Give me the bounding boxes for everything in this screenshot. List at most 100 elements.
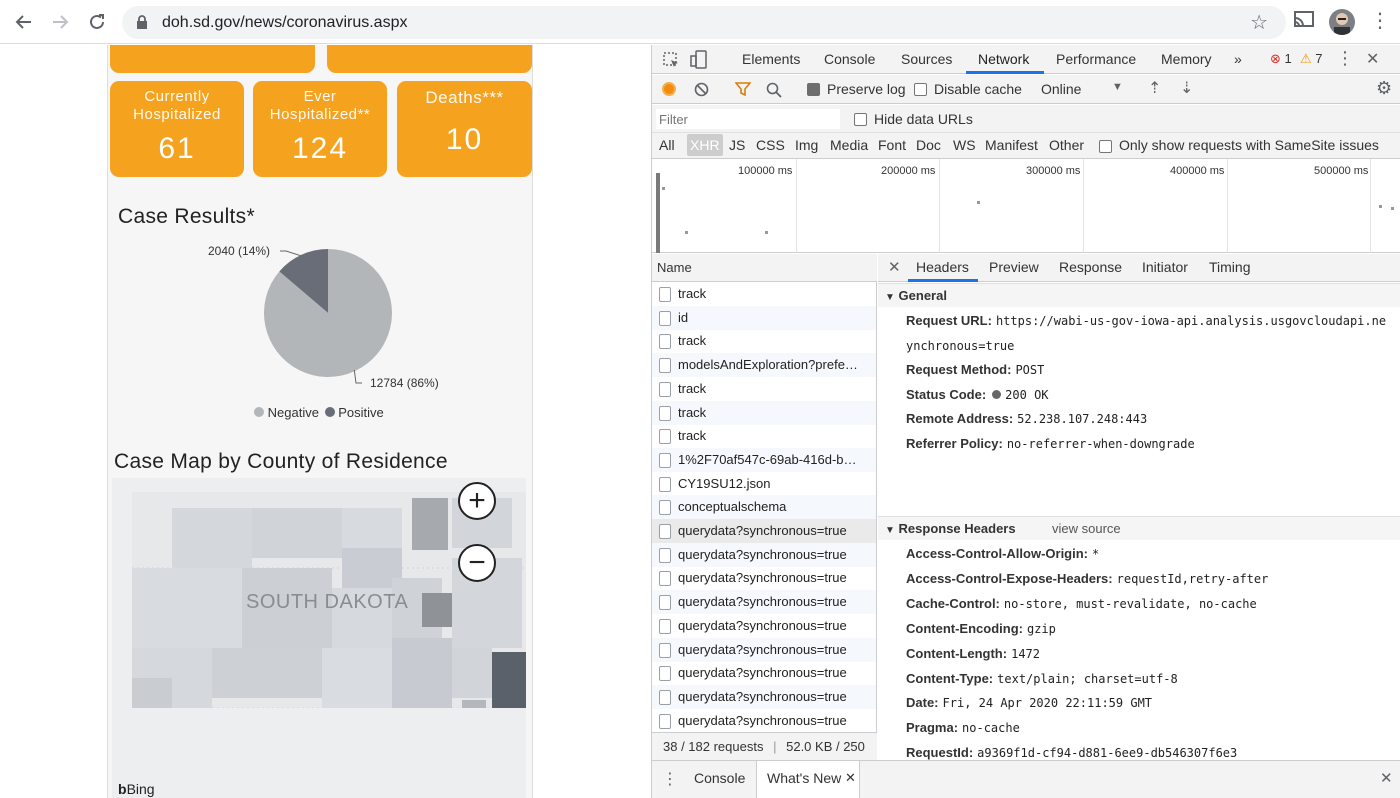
- tab-sources[interactable]: Sources: [901, 51, 953, 67]
- request-row[interactable]: track: [652, 424, 876, 448]
- clear-icon[interactable]: [694, 82, 709, 97]
- samesite-checkbox[interactable]: [1099, 140, 1112, 153]
- response-headers-section-header[interactable]: ▼ Response Headers view source: [878, 516, 1400, 540]
- type-css[interactable]: CSS: [756, 137, 785, 153]
- network-overview-timeline[interactable]: 100000 ms 200000 ms 300000 ms 400000 ms …: [652, 159, 1400, 253]
- request-row[interactable]: track: [652, 377, 876, 401]
- hide-data-urls-checkbox[interactable]: [854, 113, 867, 126]
- type-other[interactable]: Other: [1049, 137, 1085, 153]
- request-name: track: [678, 286, 707, 301]
- type-doc[interactable]: Doc: [916, 137, 941, 153]
- request-row[interactable]: track: [652, 282, 876, 306]
- drawer-menu-icon[interactable]: ⋮: [662, 771, 678, 788]
- bookmark-star-icon[interactable]: ☆: [1250, 12, 1268, 34]
- view-source-link[interactable]: view source: [1052, 521, 1121, 536]
- file-icon: [659, 547, 671, 563]
- zoom-out-button[interactable]: −: [458, 544, 496, 582]
- close-detail-icon[interactable]: ✕: [888, 259, 901, 276]
- request-row[interactable]: modelsAndExploration?prefe…: [652, 353, 876, 378]
- gear-icon[interactable]: ⚙: [1376, 78, 1393, 98]
- pie-data-label: 2040 (14%): [208, 244, 270, 258]
- tab-timing[interactable]: Timing: [1209, 259, 1251, 275]
- general-section-header[interactable]: ▼ General: [878, 283, 1400, 307]
- request-row[interactable]: querydata?synchronous=true: [652, 661, 876, 685]
- export-har-icon[interactable]: ⇣: [1180, 80, 1194, 97]
- error-counter[interactable]: ⊗ 1: [1270, 51, 1292, 67]
- request-row[interactable]: track: [652, 400, 876, 425]
- inspect-element-icon[interactable]: [662, 51, 680, 69]
- disable-cache-checkbox[interactable]: [914, 83, 927, 96]
- tab-response[interactable]: Response: [1059, 259, 1123, 275]
- close-drawer-icon[interactable]: ✕: [1380, 770, 1393, 787]
- request-row[interactable]: querydata?synchronous=true: [652, 614, 876, 638]
- chrome-menu-icon[interactable]: ⋮: [1370, 10, 1390, 32]
- type-manifest[interactable]: Manifest: [985, 137, 1038, 153]
- tab-preview[interactable]: Preview: [989, 259, 1039, 275]
- timeline-tick: 300000 ms: [1026, 165, 1081, 177]
- tab-performance[interactable]: Performance: [1056, 51, 1137, 67]
- request-row[interactable]: querydata?synchronous=true: [652, 709, 876, 733]
- header-value: text/plain; charset=utf-8: [997, 671, 1178, 686]
- header-key: Cache-Control:: [906, 595, 1000, 611]
- profile-avatar[interactable]: [1329, 9, 1355, 35]
- zoom-in-button[interactable]: +: [458, 482, 496, 520]
- file-icon: [659, 642, 671, 658]
- throttling-select[interactable]: Online: [1041, 81, 1081, 97]
- close-tab-icon[interactable]: ✕: [845, 770, 856, 785]
- request-row[interactable]: track: [652, 329, 876, 353]
- request-name: querydata?synchronous=true: [678, 641, 847, 657]
- tab-console[interactable]: Console: [824, 51, 876, 67]
- filter-funnel-icon[interactable]: [735, 82, 751, 97]
- type-img[interactable]: Img: [795, 137, 819, 153]
- warning-counter[interactable]: ⚠ 7: [1300, 51, 1323, 67]
- forward-button[interactable]: [46, 8, 74, 36]
- bing-logo-icon: b: [118, 781, 127, 797]
- preserve-log-checkbox[interactable]: [807, 83, 820, 96]
- drawer-tab-console[interactable]: Console: [694, 770, 746, 786]
- back-button[interactable]: [10, 8, 38, 36]
- request-row[interactable]: querydata?synchronous=true: [652, 542, 876, 567]
- request-row[interactable]: id: [652, 305, 876, 330]
- cast-icon[interactable]: [1293, 11, 1315, 29]
- drawer-tab-whats-new[interactable]: What's New ✕: [756, 761, 860, 798]
- request-row[interactable]: querydata?synchronous=true: [652, 637, 876, 662]
- type-js[interactable]: JS: [729, 137, 746, 153]
- warning-count: 7: [1315, 51, 1323, 66]
- close-devtools-icon[interactable]: ✕: [1366, 51, 1380, 68]
- type-media[interactable]: Media: [830, 137, 869, 153]
- request-row[interactable]: querydata?synchronous=true: [652, 590, 876, 615]
- request-row[interactable]: querydata?synchronous=true: [652, 684, 876, 709]
- request-row[interactable]: querydata?synchronous=true: [652, 566, 876, 590]
- type-ws[interactable]: WS: [953, 137, 976, 153]
- request-row[interactable]: CY19SU12.json: [652, 472, 876, 496]
- more-tabs-button[interactable]: »: [1234, 51, 1242, 67]
- tab-memory[interactable]: Memory: [1161, 51, 1212, 67]
- pie-slice-negative[interactable]: [264, 249, 393, 377]
- type-all[interactable]: All: [659, 137, 675, 153]
- type-font[interactable]: Font: [878, 137, 907, 153]
- timeline-dot: [685, 231, 688, 234]
- tab-initiator[interactable]: Initiator: [1142, 259, 1188, 275]
- filter-input[interactable]: [656, 109, 840, 129]
- request-row[interactable]: querydata?synchronous=true: [652, 519, 876, 543]
- request-row[interactable]: conceptualschema: [652, 495, 876, 520]
- request-detail-pane: ✕ Headers Preview Response Initiator Tim…: [878, 254, 1400, 760]
- search-icon[interactable]: [766, 82, 782, 98]
- response-header-row: Cache-Control: no-store, must-revalidate,…: [906, 596, 1257, 611]
- address-bar[interactable]: doh.sd.gov/news/coronavirus.aspx ☆: [122, 6, 1286, 39]
- request-row[interactable]: 1%2F70af547c-69ab-416d-b…: [652, 447, 876, 472]
- name-column-header[interactable]: Name: [652, 254, 877, 282]
- case-map[interactable]: SOUTH DAKOTA + − bBing: [112, 478, 526, 798]
- pie-slice-positive[interactable]: [279, 249, 328, 313]
- import-har-icon[interactable]: ⇡: [1148, 80, 1162, 97]
- tab-network[interactable]: Network: [978, 51, 1030, 67]
- tab-elements[interactable]: Elements: [742, 51, 801, 67]
- header-value: gzip: [1026, 621, 1056, 636]
- tab-headers[interactable]: Headers: [916, 259, 969, 275]
- case-map-title: Case Map by County of Residence: [114, 450, 448, 473]
- settings-vertical-menu-icon[interactable]: ⋮: [1336, 48, 1354, 68]
- reload-button[interactable]: [83, 8, 111, 36]
- device-toolbar-icon[interactable]: [690, 50, 708, 70]
- type-xhr[interactable]: XHR: [687, 134, 723, 156]
- record-icon[interactable]: [662, 82, 676, 96]
